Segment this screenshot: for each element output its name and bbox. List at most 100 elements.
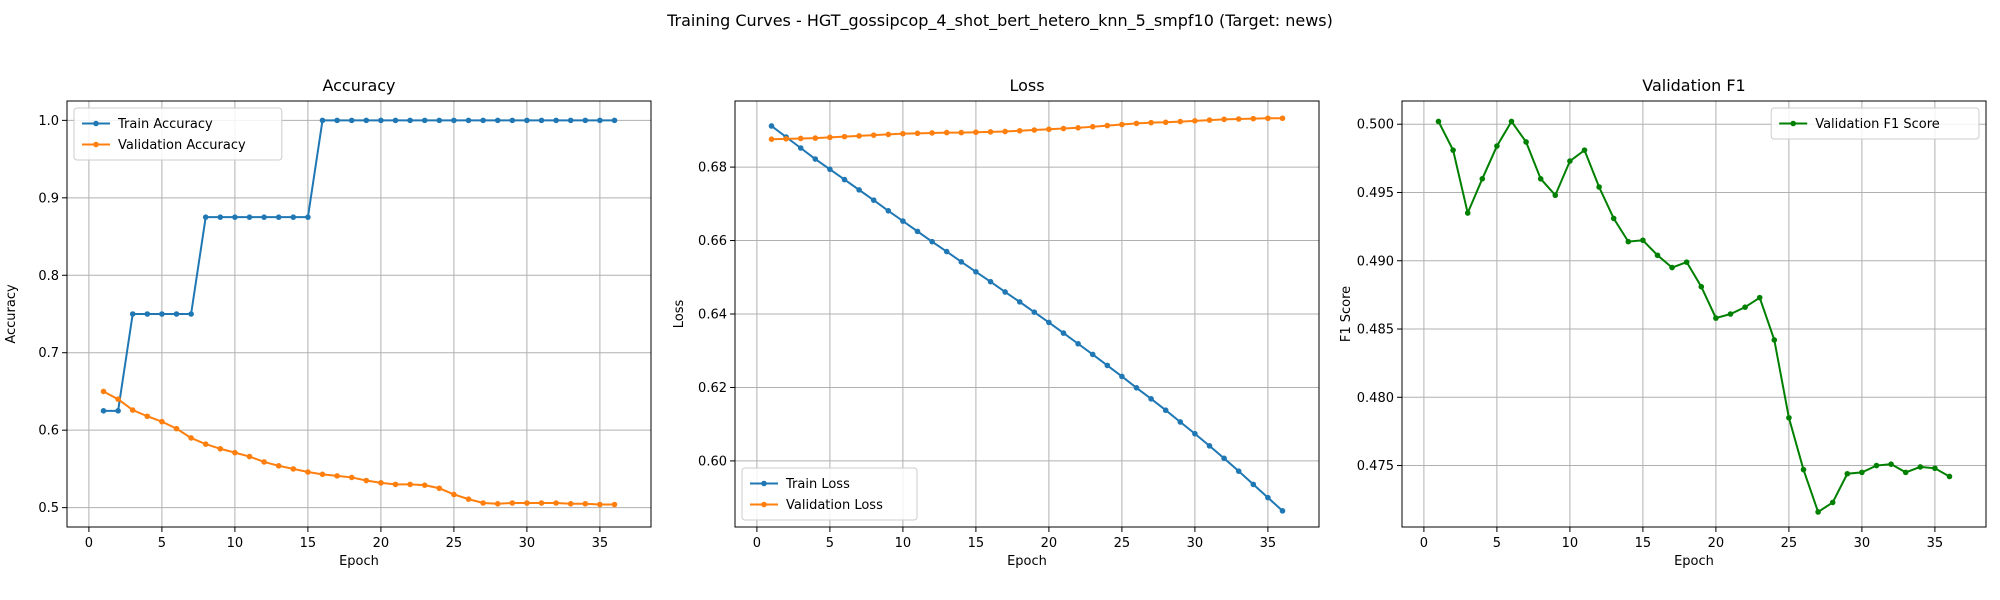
chart-panel-2: Loss 0 5 10 15 20 25 30 35 0.60 0.62 0.64 0.66 0.68 Ep…: [672, 76, 1320, 569]
data-point: [856, 187, 862, 193]
data-point: [553, 117, 559, 124]
data-point: [1060, 330, 1067, 336]
data-point: [202, 441, 209, 447]
data-point: [538, 500, 545, 506]
data-point: [232, 449, 238, 456]
x-tick-label: 10: [895, 536, 912, 551]
legend-entry-label: Train Accuracy: [117, 117, 213, 132]
data-point: [1089, 351, 1096, 358]
data-point: [1046, 319, 1052, 326]
data-point: [129, 311, 136, 317]
legend: Train Loss Validation Loss: [741, 467, 918, 521]
data-point: [421, 482, 428, 488]
data-point: [1917, 464, 1924, 470]
data-point: [1902, 469, 1909, 476]
data-point: [1250, 481, 1257, 488]
data-point: [958, 129, 965, 136]
data-point: [1016, 127, 1023, 134]
y-axis-label: Accuracy: [4, 284, 19, 344]
data-point: [217, 214, 224, 220]
data-point: [363, 117, 370, 124]
data-point: [768, 136, 775, 142]
x-tick-label: 10: [1562, 536, 1579, 551]
data-point: [348, 474, 355, 481]
x-tick-label: 5: [158, 536, 166, 551]
data-point: [929, 130, 935, 136]
data-point: [1786, 414, 1792, 421]
axes-frame: [66, 100, 652, 528]
data-point: [305, 469, 311, 475]
data-point: [885, 131, 892, 138]
grid-lines: [735, 101, 1319, 527]
y-tick-label: 0.495: [1357, 186, 1394, 201]
series-train-loss: [768, 123, 1286, 514]
data-point: [188, 435, 194, 441]
data-point: [275, 214, 282, 220]
data-point: [319, 471, 326, 478]
data-point: [1873, 462, 1880, 469]
data-point: [870, 197, 877, 203]
data-point: [1654, 252, 1661, 259]
data-point: [261, 214, 267, 220]
x-tick-label: 25: [1114, 536, 1131, 551]
y-tick-label: 0.60: [698, 454, 727, 469]
legend: Validation F1 Score: [1770, 107, 1980, 140]
data-point: [436, 117, 443, 124]
data-point: [929, 238, 935, 245]
data-point: [246, 214, 253, 220]
data-point: [1640, 237, 1646, 244]
data-point: [812, 135, 819, 141]
data-point: [1221, 116, 1227, 123]
data-point: [202, 214, 209, 220]
data-point: [567, 117, 574, 124]
data-point: [1075, 340, 1081, 347]
x-tick-label: 25: [1781, 536, 1798, 551]
y-tick-label: 1.0: [38, 114, 59, 129]
data-point: [1060, 125, 1067, 132]
data-point: [100, 388, 107, 395]
data-point: [173, 425, 180, 432]
data-point: [1031, 127, 1038, 133]
data-point: [1206, 117, 1213, 123]
x-tick-label: 5: [1493, 536, 1501, 551]
data-point: [553, 500, 559, 506]
legend-marker: [761, 501, 767, 508]
data-point: [436, 485, 443, 492]
x-tick-label: 20: [1041, 536, 1058, 551]
y-tick-label: 0.68: [698, 161, 727, 176]
data-point: [1946, 473, 1953, 480]
data-point: [900, 218, 906, 224]
data-point: [1265, 115, 1271, 122]
y-tick-label: 0.5: [38, 501, 59, 516]
data-point: [129, 407, 136, 413]
legend-entry-label: Validation Accuracy: [118, 138, 246, 153]
data-point: [1235, 116, 1242, 122]
data-point: [159, 418, 165, 425]
x-tick-label: 35: [1260, 536, 1277, 551]
data-point: [407, 481, 413, 488]
data-point: [885, 208, 892, 214]
y-tick-label: 0.62: [698, 381, 727, 396]
data-point: [1523, 139, 1529, 145]
data-point: [943, 248, 950, 255]
data-point: [1683, 259, 1690, 265]
data-point: [1625, 238, 1632, 245]
data-point: [827, 166, 833, 173]
data-point: [1464, 210, 1471, 216]
data-point: [1002, 128, 1008, 135]
data-point: [451, 117, 457, 124]
legend-frame: [1770, 107, 1980, 140]
data-point: [958, 259, 965, 265]
series-train-accuracy: [100, 117, 618, 414]
legend-marker: [93, 141, 99, 148]
data-point: [582, 500, 589, 507]
data-point: [1800, 466, 1807, 473]
data-point: [597, 501, 603, 508]
data-point: [1450, 147, 1456, 153]
panel-title: Validation F1: [1642, 76, 1745, 95]
data-point: [305, 214, 311, 220]
data-point: [1104, 362, 1111, 369]
x-tick-label: 15: [300, 536, 317, 551]
data-point: [1148, 119, 1154, 126]
data-point: [348, 117, 355, 124]
